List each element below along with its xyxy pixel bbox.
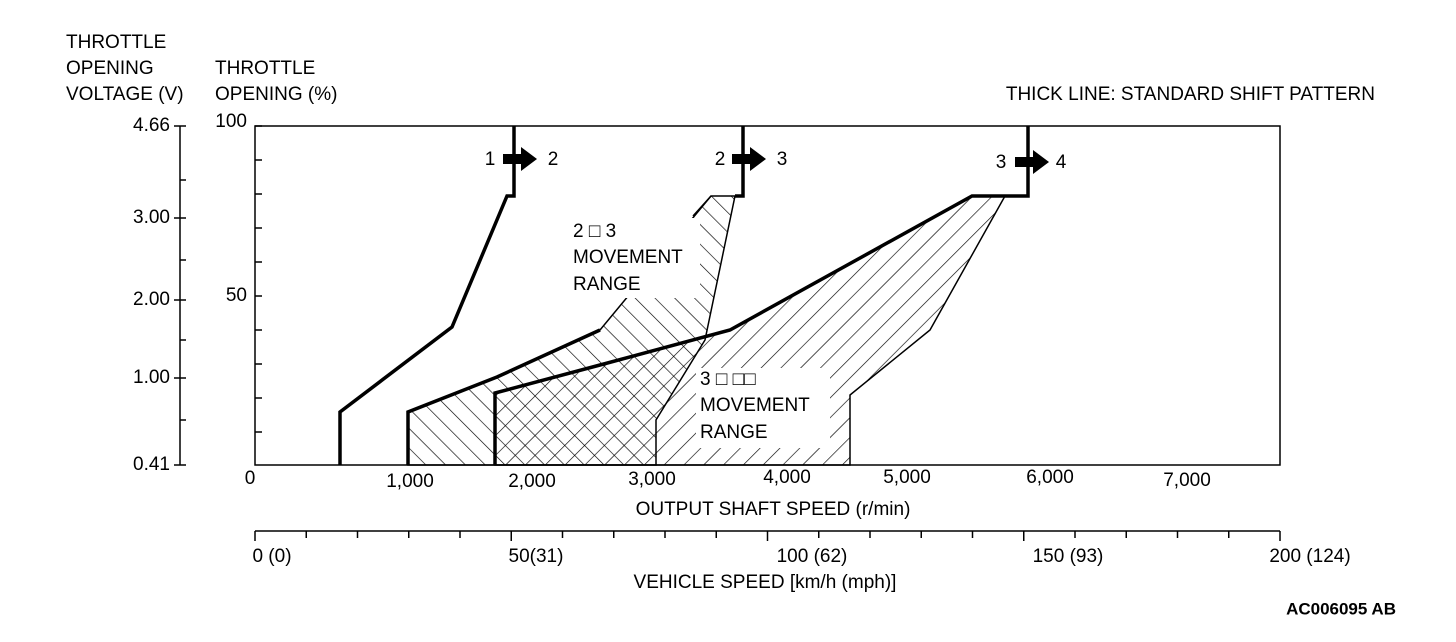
range-label: MOVEMENT xyxy=(700,395,810,416)
tick-label: 6,000 xyxy=(1026,467,1074,488)
tick-label: 100 xyxy=(215,111,247,132)
left-axes: 4.66 3.00 2.00 1.00 0.41 100 50 xyxy=(133,111,262,475)
tick-label: 200 (124) xyxy=(1269,546,1350,567)
tick-label: 0.41 xyxy=(133,454,170,475)
gear-label: 2 xyxy=(715,149,726,170)
tick-label: 2,000 xyxy=(508,471,556,492)
tick-label: 1.00 xyxy=(133,367,170,388)
tick-label: 150 (93) xyxy=(1033,546,1104,567)
note: THICK LINE: STANDARD SHIFT PATTERN xyxy=(1006,84,1375,105)
range-label: MOVEMENT xyxy=(573,247,683,268)
figure-id: AC006095 AB xyxy=(1286,599,1396,618)
vehicle-axis: 0 (0) 50(31) 100 (62) 150 (93) 200 (124)… xyxy=(252,530,1351,593)
range-label: 3 □ □□ xyxy=(700,369,756,390)
axis-title: THROTTLE xyxy=(215,58,315,79)
range-labels: 2 □ 3 MOVEMENT RANGE 3 □ □□ MOVEMENT RAN… xyxy=(568,218,830,448)
tick-label: 50 xyxy=(226,285,247,306)
shift-line xyxy=(406,328,601,465)
gear-label: 4 xyxy=(1056,152,1067,173)
header: THROTTLE OPENING VOLTAGE (V) THROTTLE OP… xyxy=(66,32,1375,105)
tick-label: 100 (62) xyxy=(777,546,848,567)
tick-label: 3.00 xyxy=(133,207,170,228)
label-bg xyxy=(568,218,700,298)
tick-label: 4.66 xyxy=(133,115,170,136)
tick-label: 2.00 xyxy=(133,289,170,310)
axis-title: VOLTAGE (V) xyxy=(66,84,184,105)
shift-line xyxy=(338,126,516,465)
range-label: 2 □ 3 xyxy=(573,221,616,242)
tick-label: 50(31) xyxy=(509,546,564,567)
arrows: 1 2 2 3 3 4 xyxy=(485,147,1067,174)
tick-label: 5,000 xyxy=(883,467,931,488)
axis-title: VEHICLE SPEED [km/h (mph)] xyxy=(634,572,897,593)
tick-label: 0 xyxy=(245,468,256,489)
shift-lines xyxy=(338,126,1030,465)
tick-label: 4,000 xyxy=(763,467,811,488)
gear-label: 3 xyxy=(996,152,1007,173)
shift-line xyxy=(735,126,745,198)
label-bg xyxy=(696,368,830,448)
arrow xyxy=(732,147,766,171)
shift-line xyxy=(493,126,1030,465)
arrow xyxy=(503,147,537,171)
gear-label: 2 xyxy=(548,149,559,170)
tick-label: 1,000 xyxy=(386,471,434,492)
range-edge xyxy=(692,195,712,217)
axis-title: THROTTLE xyxy=(66,32,166,53)
arrow xyxy=(1015,150,1049,174)
tick-label: 3,000 xyxy=(628,469,676,490)
shaft-axis: 0 1,000 2,000 3,000 4,000 5,000 6,000 7,… xyxy=(245,467,1211,520)
axis-title: OPENING xyxy=(66,58,154,79)
range-label: RANGE xyxy=(573,274,641,295)
axis-title: OUTPUT SHAFT SPEED (r/min) xyxy=(636,499,911,520)
tick-label: 7,000 xyxy=(1163,470,1211,491)
gear-label: 3 xyxy=(777,149,788,170)
gear-label: 1 xyxy=(485,149,496,170)
tick-label: 0 (0) xyxy=(252,546,291,567)
axis-title: OPENING (%) xyxy=(215,84,337,105)
range-label: RANGE xyxy=(700,422,768,443)
